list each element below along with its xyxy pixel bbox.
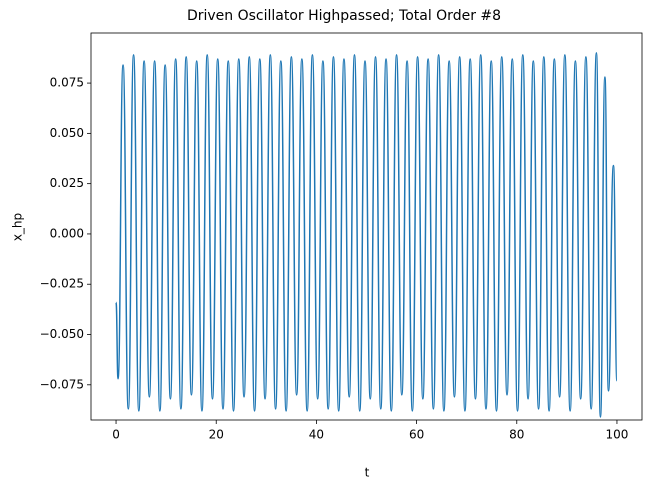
line-series	[115, 52, 618, 418]
x-tick-label: 20	[209, 428, 224, 442]
y-tick-label: 0.075	[50, 76, 84, 90]
x-tick-label: 40	[309, 428, 324, 442]
y-tick-label: 0.025	[50, 176, 84, 190]
y-axis-label: x_hp	[11, 213, 25, 241]
x-tick-label: 80	[509, 428, 524, 442]
y-tick-label: −0.075	[40, 377, 84, 391]
x-tick-label: 100	[606, 428, 629, 442]
x-tick-label: 0	[112, 428, 120, 442]
y-tick-label: −0.025	[40, 277, 84, 291]
chart-title: Driven Oscillator Highpassed; Total Orde…	[187, 8, 501, 24]
x-axis-label: t	[365, 466, 370, 480]
y-tick-label: 0.050	[50, 126, 84, 140]
y-tick-label: 0.000	[50, 226, 84, 240]
y-tick-label: −0.050	[40, 327, 84, 341]
x-tick-label: 60	[409, 428, 424, 442]
plot-frame	[90, 32, 643, 421]
